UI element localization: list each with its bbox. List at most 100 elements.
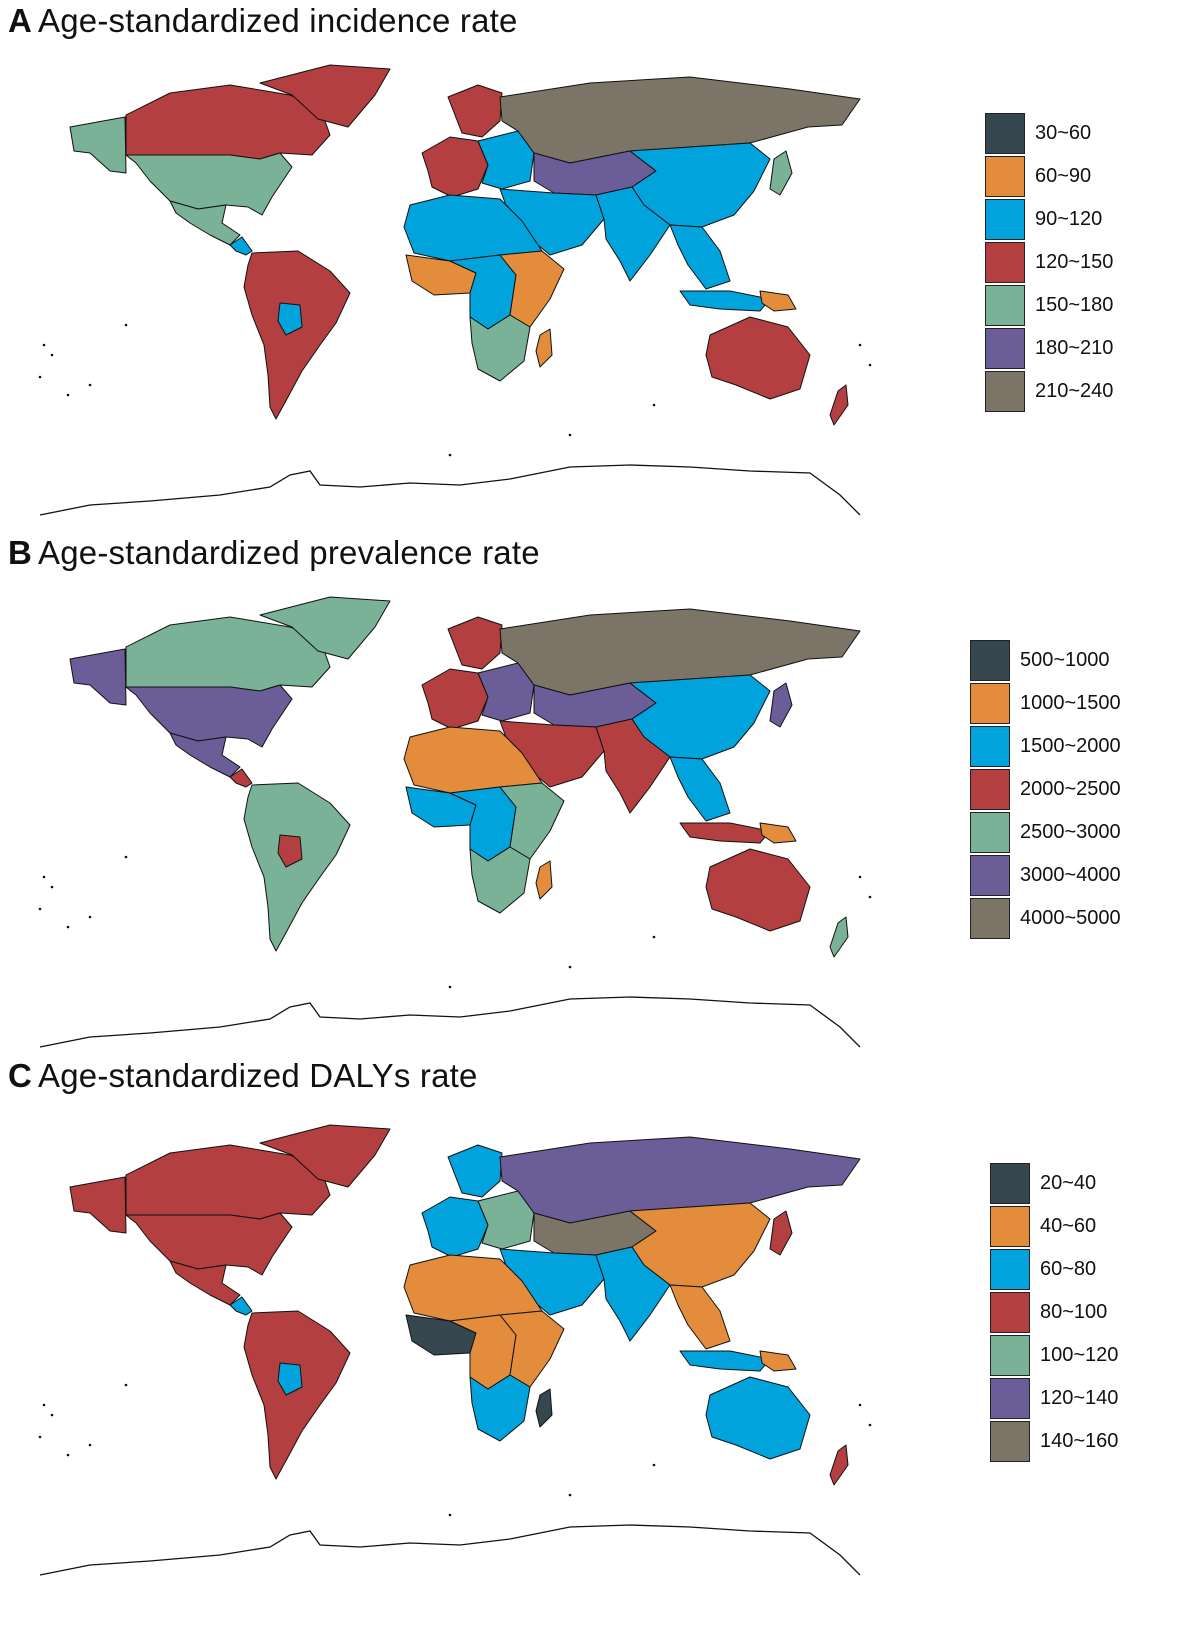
region-madagascar: [535, 328, 553, 368]
region-antarctica: [39, 996, 861, 1048]
legend-swatch: [990, 1206, 1030, 1247]
island-speck: [568, 1493, 572, 1497]
region-indonesia: [679, 290, 771, 312]
legend-label: 1000~1500: [1020, 692, 1121, 714]
legend-swatch: [970, 640, 1010, 681]
region-usa: [125, 1212, 293, 1276]
island-speck: [50, 353, 54, 357]
region-new-zealand: [829, 384, 849, 426]
legend-label: 90~120: [1035, 208, 1103, 230]
island-speck: [448, 1513, 452, 1517]
legend-swatch: [970, 812, 1010, 853]
legend-swatch: [970, 683, 1010, 724]
region-new-zealand: [829, 1444, 849, 1486]
panel-title: C Age-standardized DALYs rate: [8, 1057, 478, 1095]
legend-label: 150~180: [1035, 294, 1114, 316]
region-east-africa: [499, 250, 565, 328]
region-australia: [705, 316, 811, 400]
island-speck: [568, 433, 572, 437]
region-alaska: [69, 116, 127, 174]
region-central-america: [229, 1296, 253, 1316]
island-speck: [448, 453, 452, 457]
region-scandinavia: [447, 616, 503, 670]
island-speck: [50, 1413, 54, 1417]
region-western-europe: [421, 1196, 489, 1258]
island-speck: [88, 1443, 92, 1447]
region-scandinavia: [447, 84, 503, 138]
region-central-america: [229, 768, 253, 788]
legend-swatch: [990, 1335, 1030, 1376]
panel-letter: A: [8, 2, 33, 39]
region-south-asia: [595, 718, 671, 814]
island-speck: [124, 1383, 128, 1387]
island-speck: [858, 343, 862, 347]
legend-label: 2500~3000: [1020, 821, 1121, 843]
legend-label: 140~160: [1040, 1430, 1119, 1452]
legend-swatch: [990, 1249, 1030, 1290]
region-greenland: [259, 64, 391, 128]
legend-label: 80~100: [1040, 1301, 1108, 1323]
legend-label: 60~80: [1040, 1258, 1097, 1280]
island-speck: [868, 363, 872, 367]
legend-label: 2000~2500: [1020, 778, 1121, 800]
region-indonesia: [679, 822, 771, 844]
region-china: [629, 674, 771, 760]
island-speck: [868, 895, 872, 899]
island-speck: [88, 383, 92, 387]
legend-swatch: [990, 1292, 1030, 1333]
panel-title-text: Age-standardized incidence rate: [38, 2, 518, 39]
region-western-europe: [421, 668, 489, 730]
region-alaska: [69, 648, 127, 706]
legend-label: 500~1000: [1020, 649, 1110, 671]
legend-label: 180~210: [1035, 337, 1114, 359]
legend-label: 60~90: [1035, 165, 1092, 187]
legend-label: 100~120: [1040, 1344, 1119, 1366]
legend-swatch: [970, 769, 1010, 810]
region-china: [629, 142, 771, 228]
region-southeast-asia: [669, 224, 731, 290]
region-japan: [769, 682, 793, 728]
region-japan: [769, 150, 793, 196]
region-south-america: [243, 782, 351, 952]
legend-label: 120~140: [1040, 1387, 1119, 1409]
island-speck: [652, 403, 656, 407]
island-speck: [858, 875, 862, 879]
panel-title-text: Age-standardized DALYs rate: [38, 1057, 478, 1094]
region-australia: [705, 848, 811, 932]
legend-label: 3000~4000: [1020, 864, 1121, 886]
island-speck: [66, 1453, 70, 1457]
panel-b: B Age-standardized prevalence rate 500~10…: [0, 532, 1191, 1072]
region-southeast-asia: [669, 1284, 731, 1350]
island-speck: [38, 907, 42, 911]
island-speck: [38, 1435, 42, 1439]
legend-swatch: [990, 1163, 1030, 1204]
legend-swatch: [985, 371, 1025, 412]
island-speck: [88, 915, 92, 919]
region-madagascar: [535, 860, 553, 900]
panel-a: A Age-standardized incidence rate 30~60 60…: [0, 0, 1191, 540]
region-alaska: [69, 1176, 127, 1234]
panel-title: A Age-standardized incidence rate: [8, 2, 518, 40]
world-map: [38, 596, 872, 1048]
island-speck: [42, 1403, 46, 1407]
region-indonesia: [679, 1350, 771, 1372]
panel-c: C Age-standardized DALYs rate 20~40 40~60 6…: [0, 1055, 1191, 1637]
region-antarctica: [39, 464, 861, 516]
legend-swatch: [970, 726, 1010, 767]
legend-swatch: [990, 1378, 1030, 1419]
legend-label: 40~60: [1040, 1215, 1097, 1237]
panel-title: B Age-standardized prevalence rate: [8, 534, 540, 572]
region-southern-africa: [469, 846, 531, 914]
region-south-asia: [595, 186, 671, 282]
panel-letter: C: [8, 1057, 33, 1094]
region-central-america: [229, 236, 253, 256]
region-southern-africa: [469, 1374, 531, 1442]
region-south-america: [243, 250, 351, 420]
region-usa: [125, 152, 293, 216]
island-speck: [66, 925, 70, 929]
island-speck: [858, 1403, 862, 1407]
legend-swatch: [970, 855, 1010, 896]
region-china: [629, 1202, 771, 1288]
world-map: [38, 1124, 872, 1576]
island-speck: [124, 323, 128, 327]
